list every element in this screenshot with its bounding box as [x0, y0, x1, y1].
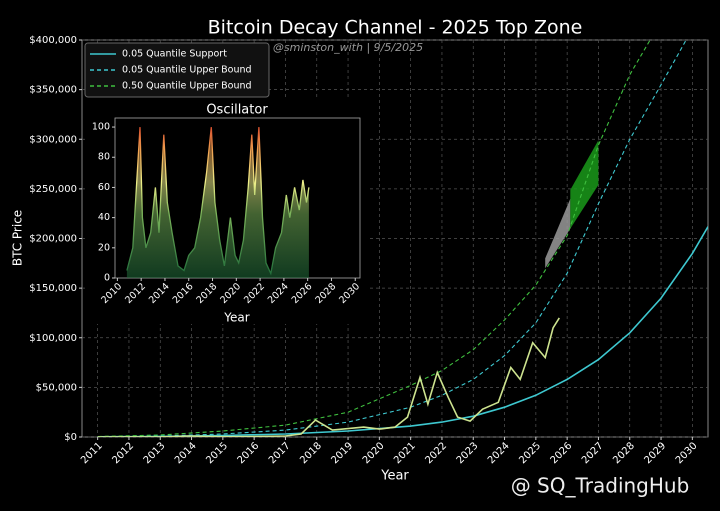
inset-x-label: Year	[223, 311, 249, 325]
series-line	[97, 40, 687, 437]
oscillator-line	[126, 127, 310, 276]
legend-entries: 0.05 Quantile Support 0.05 Quantile Upper…	[90, 49, 252, 92]
series-line	[97, 226, 708, 437]
y-tick-label: $400,000	[29, 35, 77, 46]
inset-plot: 0204060801002010201220142016201820202022…	[92, 122, 362, 306]
chart-title: Bitcoin Decay Channel - 2025 Top Zone	[208, 17, 583, 39]
legend	[84, 42, 270, 98]
y-tick-label: $50,000	[36, 382, 77, 393]
y-tick-label: 60	[98, 182, 110, 193]
y-tick-label: 100	[92, 122, 110, 133]
inset-background	[86, 100, 368, 324]
series-line	[97, 317, 560, 437]
y-tick-label: 0	[104, 273, 110, 284]
legend-label: 0.05 Quantile Upper Bound	[122, 65, 252, 76]
y-tick-label: 20	[98, 242, 110, 253]
y-tick-label: $0	[64, 432, 77, 443]
legend-label: 0.50 Quantile Upper Bound	[122, 81, 252, 92]
inset-title: Oscillator	[206, 103, 268, 118]
y-tick-label: $100,000	[29, 333, 77, 344]
oscillator-area	[126, 127, 309, 278]
y-axis-label: BTC Price	[11, 210, 25, 266]
y-tick-label: $200,000	[29, 234, 77, 245]
y-tick-label: $250,000	[29, 184, 77, 195]
y-tick-label: 80	[98, 152, 110, 163]
x-axis-label: Year	[380, 469, 409, 484]
watermark: @ SQ_TradingHub	[511, 474, 690, 498]
y-tick-label: $300,000	[29, 134, 77, 145]
top-zone	[545, 198, 571, 269]
legend-label: 0.05 Quantile Support	[122, 49, 227, 60]
y-tick-label: 40	[98, 212, 110, 223]
series-layer	[97, 40, 708, 437]
series-line	[97, 40, 651, 437]
y-tick-label: $350,000	[29, 85, 77, 96]
y-tick-label: $150,000	[29, 283, 77, 294]
